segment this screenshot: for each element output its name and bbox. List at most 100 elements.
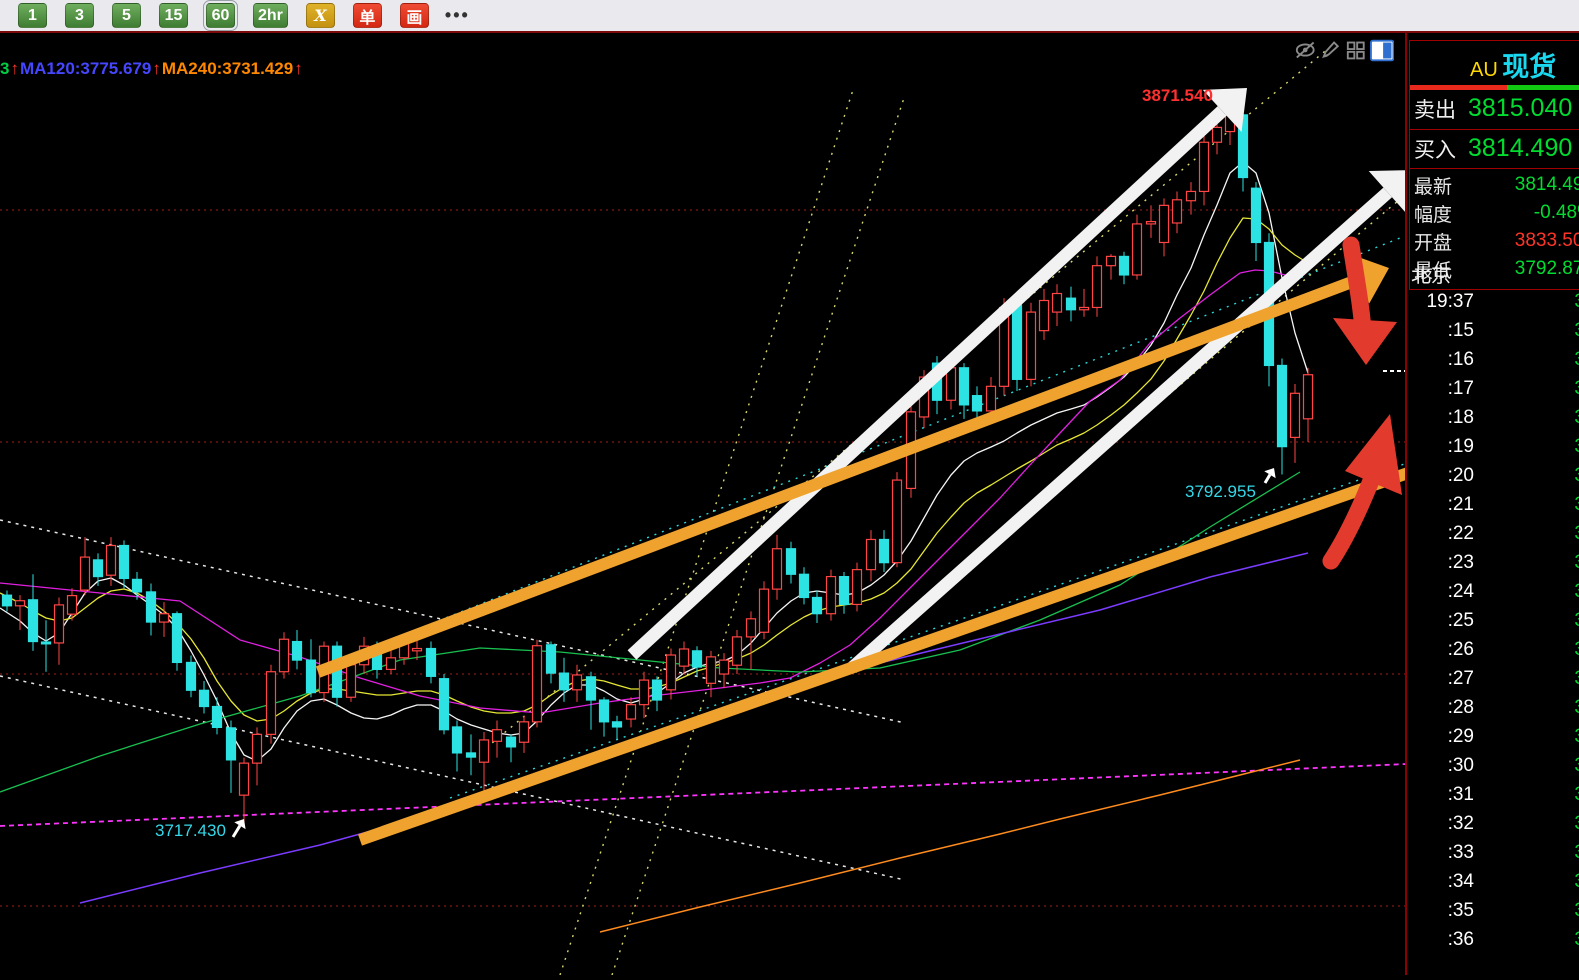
tick-row: :363 (1447, 929, 1579, 950)
price-annotation: 3871.540 (1142, 86, 1213, 105)
red-down-arrow-head (1333, 318, 1397, 365)
panel-toggle-icon[interactable] (1369, 39, 1394, 62)
down-candle (811, 596, 823, 615)
last-price: 3814.490 (1514, 174, 1579, 195)
open-row: 开盘 3833.502 (1410, 227, 1579, 255)
up-candle (825, 575, 837, 615)
up-candle (251, 733, 263, 764)
row-divider (1410, 168, 1579, 169)
down-candle (1, 594, 13, 607)
tick-row: 19:373 (1426, 291, 1579, 312)
up-candle (945, 367, 957, 401)
timeframe-button-单[interactable]: 单 (352, 3, 382, 28)
region-label: 北京 (1411, 265, 1451, 287)
down-candle (118, 544, 130, 580)
up-candle (731, 636, 743, 666)
up-candle (1078, 306, 1090, 311)
timeframe-button-3[interactable]: 3 (65, 3, 94, 28)
yellow-steep-1 (559, 89, 854, 976)
white-trend-arrow-2 (847, 187, 1393, 673)
down-candle (305, 659, 317, 694)
up-candle (665, 654, 677, 691)
up-candle (1185, 190, 1197, 202)
cyan-trend-1 (319, 237, 1401, 669)
change-label: 幅度 (1414, 204, 1453, 226)
down-candle (1276, 364, 1288, 448)
bid-ask-strength-bar (1410, 85, 1579, 90)
chart-canvas[interactable]: 3871.540 3792.955 3717.430 (0, 33, 1448, 976)
down-candle (971, 395, 983, 412)
up-candle (14, 600, 26, 607)
down-candle (1011, 304, 1023, 380)
candlestick-chart[interactable]: 3↑MA120:3775.679↑MA240:3731.429↑ 3871.54… (0, 33, 1448, 976)
up-candle (1158, 204, 1170, 244)
up-candle (105, 544, 117, 576)
orange-trend-arrow-1 (315, 273, 1362, 678)
ma-value-strip: 3↑MA120:3775.679↑MA240:3731.429↑ (0, 59, 304, 79)
down-candle (958, 367, 970, 406)
down-candle (798, 573, 810, 599)
tick-row: :153 (1447, 320, 1579, 341)
up-candle (1171, 199, 1183, 224)
timeframe-button-1[interactable]: 1 (18, 3, 47, 28)
down-candle (92, 559, 104, 578)
toolbar-divider (0, 31, 1579, 33)
channel-upper-dotted (0, 519, 906, 724)
timeframe-button-X[interactable]: X (305, 3, 335, 28)
up-candle (385, 657, 397, 670)
up-candle (891, 479, 903, 564)
down-candle (785, 548, 797, 575)
orange-trend-arrow-2 (358, 463, 1421, 846)
low-row: 最低 3792.875 (1410, 255, 1579, 283)
more-tools-button[interactable]: ••• (444, 5, 470, 25)
down-candle (27, 599, 39, 643)
pencil-icon[interactable] (1320, 39, 1341, 61)
down-candle (1118, 255, 1130, 276)
timeframe-button-15[interactable]: 15 (159, 3, 188, 28)
up-candle (771, 548, 783, 590)
down-candle (651, 679, 663, 701)
down-candle (225, 727, 237, 761)
change-row: 幅度 -0.48% (1410, 199, 1579, 227)
timeframe-button-5[interactable]: 5 (112, 3, 141, 28)
magenta-dotted-ma (0, 763, 1407, 827)
hide-eye-icon[interactable] (1294, 39, 1316, 61)
bid-label: 买入 (1414, 138, 1456, 162)
up-candle (1105, 255, 1117, 267)
timeframe-button-60[interactable]: 60 (203, 0, 238, 31)
up-candle (758, 588, 770, 633)
ma-fast-white (0, 161, 1309, 762)
up-candle (531, 645, 543, 723)
tick-row: :353 (1447, 900, 1579, 921)
tick-row: :193 (1447, 436, 1579, 457)
up-candle (638, 679, 650, 706)
tick-row: :213 (1447, 494, 1579, 515)
tick-row: :313 (1447, 784, 1579, 805)
cyan-trend-2 (449, 461, 1411, 799)
down-candle (545, 644, 557, 674)
up-candle (1302, 374, 1314, 420)
up-candle (518, 721, 530, 743)
white-trend-arrow-1 (627, 106, 1227, 660)
price-annotation: 3717.430 (155, 821, 226, 840)
symbol-name: 现货 (1502, 52, 1557, 82)
up-candle (718, 659, 730, 675)
tick-row: :263 (1447, 639, 1579, 660)
down-candle (425, 647, 437, 677)
timeframe-button-画[interactable]: 画 (399, 3, 429, 28)
strength-green-segment (1506, 85, 1579, 90)
up-candle (478, 739, 490, 763)
down-candle (185, 661, 197, 691)
up-candle (1198, 141, 1210, 193)
tick-row: :303 (1447, 755, 1579, 776)
low-pointer-bottom-head (234, 819, 246, 830)
tick-row: :243 (1447, 581, 1579, 602)
down-candle (198, 689, 210, 708)
down-candle (505, 736, 517, 748)
last-label: 最新 (1414, 176, 1453, 198)
grid-layout-icon[interactable] (1345, 39, 1366, 61)
timeframe-button-2hr[interactable]: 2hr (253, 3, 288, 28)
down-candle (878, 538, 890, 564)
up-candle (158, 613, 170, 623)
up-candle (79, 556, 91, 591)
